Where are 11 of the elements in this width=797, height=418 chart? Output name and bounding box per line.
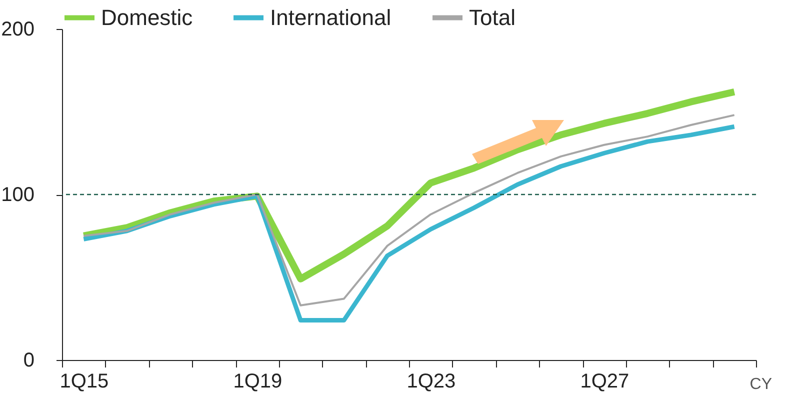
x-tick-label: 1Q23 xyxy=(406,370,456,392)
y-tick-label: 100 xyxy=(1,184,34,206)
legend-label: Domestic xyxy=(101,4,193,30)
y-tick-label: 200 xyxy=(1,18,34,40)
legend-label: International xyxy=(270,4,392,30)
x-tick-label: 1Q27 xyxy=(580,370,630,392)
y-tick-label: 0 xyxy=(23,350,34,372)
legend-label: Total xyxy=(469,4,516,30)
x-tick-label: 1Q15 xyxy=(60,370,109,392)
x-tick-label: 1Q19 xyxy=(233,370,282,392)
text: CY xyxy=(750,376,772,393)
